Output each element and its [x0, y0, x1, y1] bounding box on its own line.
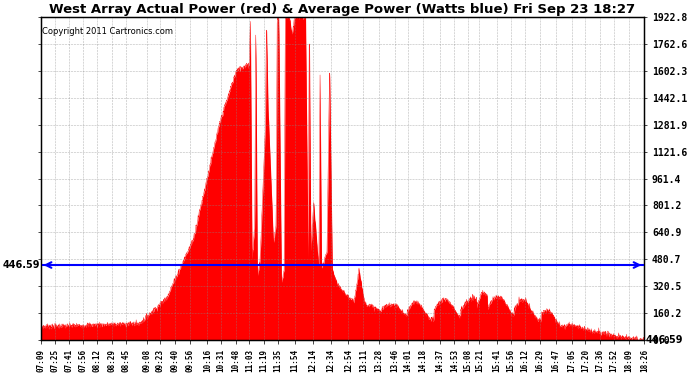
Text: 446.59: 446.59	[3, 260, 40, 270]
Text: 446.59: 446.59	[646, 335, 683, 345]
Text: Copyright 2011 Cartronics.com: Copyright 2011 Cartronics.com	[42, 27, 173, 36]
Title: West Array Actual Power (red) & Average Power (Watts blue) Fri Sep 23 18:27: West Array Actual Power (red) & Average …	[50, 3, 635, 16]
